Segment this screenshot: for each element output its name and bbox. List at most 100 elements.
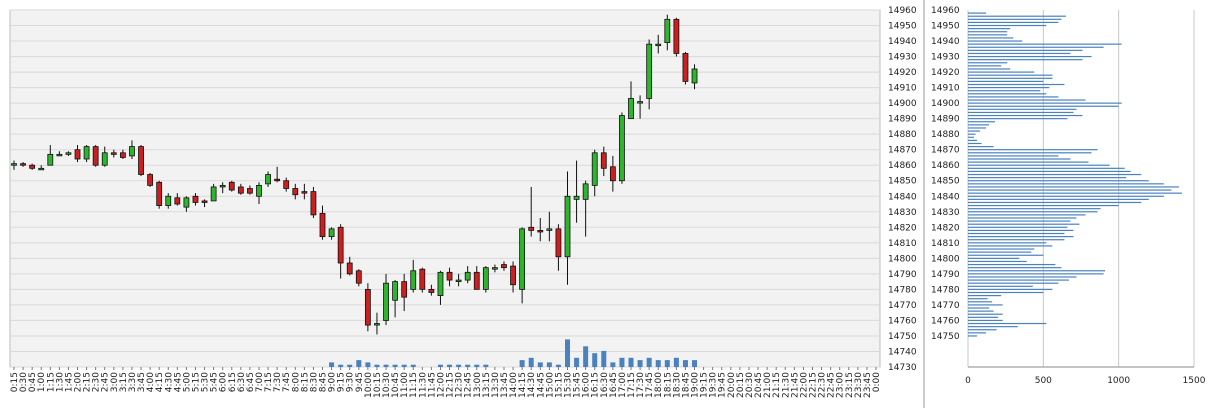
profile-bar [968,186,1179,188]
profile-volume-tick-label: 1500 [1183,376,1206,386]
price-tick-label: 14730 [888,363,917,373]
profile-bars [968,12,1182,337]
candle-body-up [455,279,462,282]
profile-bar [968,248,1035,250]
time-tick-label: 16:00 [582,372,592,398]
profile-bar [968,83,1065,86]
profile-bar [968,121,996,123]
time-tick-label: 8:45 [319,372,329,392]
profile-bar [968,152,1092,154]
price-tick-label: 14740 [888,347,917,357]
volume-bar [637,360,643,367]
volume-bar [655,360,661,367]
candle-body-up [38,167,45,171]
time-tick-label: 4:15 [155,372,165,392]
candle-body-up [83,146,90,160]
time-tick-label: 21:15 [772,372,782,398]
volume-bar [555,364,561,367]
candle-body-up [619,115,625,182]
candle-body-down [201,200,208,203]
profile-price-tick-label: 14770 [931,301,960,311]
time-tick-label: 23:30 [854,372,864,398]
volume-bar [583,346,589,367]
profile-bar [968,133,976,135]
candle-body-up [383,282,389,321]
volume-bar [537,362,543,367]
candle-body-up [101,152,108,166]
candle-body-down [555,228,562,258]
candle-body-up [183,197,190,208]
candle-body-down [600,152,607,169]
time-tick-label: 20:00 [727,372,737,398]
volume-bar [356,360,362,367]
volume-bar [682,360,688,367]
profile-price-tick-label: 14880 [931,130,960,140]
time-tick-label: 0:45 [28,372,38,392]
profile-bar [968,139,978,141]
profile-bar [968,12,987,14]
time-tick-label: 22:00 [799,372,809,398]
profile-bar [968,96,1059,98]
time-tick-label: 23:45 [863,372,873,398]
profile-bar [968,263,1056,266]
time-tick-label: 9:30 [346,372,356,392]
candle-body-up [637,101,643,104]
profile-bar [968,319,1003,322]
profile-bar [968,245,1053,247]
candle-body-down [310,191,317,216]
profile-bar [968,316,999,318]
price-tick-label: 14870 [888,146,917,156]
candle-body-down [446,271,453,281]
profile-bar [968,195,1164,197]
volume-bar [546,362,552,367]
profile-bar [968,304,1003,306]
profile-bar [968,28,1011,30]
time-tick-label: 6:30 [237,372,247,392]
profile-price-tick-label: 14900 [931,99,960,109]
time-tick-label: 1:00 [37,372,47,392]
profile-bar [968,118,1068,120]
profile-bar [968,55,1092,58]
candle-body-up [410,270,417,290]
profile-bar [968,65,1002,67]
profile-bar [968,217,1077,219]
profile-bar [968,46,1104,48]
price-tick-label: 14940 [888,37,917,47]
profile-bar [968,260,1027,263]
profile-bar [968,136,975,138]
price-gridlines [10,9,880,368]
time-tick-label: 12:00 [436,372,446,398]
price-tick-label: 14950 [888,22,917,32]
profile-gridlines [967,10,1195,368]
candle-body-up [664,18,671,43]
candle-body-up [655,43,662,47]
profile-price-tick-label: 14760 [931,316,960,326]
profile-bar [968,335,978,337]
candle-body-up [11,163,17,166]
candle-body-up [582,183,589,200]
profile-bar [968,180,1149,182]
time-tick-label: 10:45 [391,372,401,398]
candle-body-up [265,174,271,185]
time-tick-label: 5:00 [182,372,192,392]
candle-body-down [119,152,126,158]
candle-body-up [210,186,217,202]
candle-body-down [292,188,299,196]
profile-price-tick-label: 14950 [931,22,960,32]
time-tick-label: 3:30 [128,372,138,392]
time-tick-label: 14:00 [509,372,519,398]
time-tick-label: 19:45 [718,372,728,398]
candle-body-up [374,323,380,326]
profile-bar [968,105,1119,107]
time-tick-label: 8:15 [300,372,310,392]
profile-bar [968,329,997,331]
profile-bar [968,170,1131,173]
profile-bar [968,279,1069,281]
volume-bar [338,364,344,367]
profile-price-tick-label: 14890 [931,115,960,125]
profile-bar [968,62,1008,64]
volume-bar [447,364,453,367]
time-tick-label: 6:15 [228,372,238,392]
time-tick-label: 16:30 [600,372,610,398]
candle-body-down [682,53,689,82]
